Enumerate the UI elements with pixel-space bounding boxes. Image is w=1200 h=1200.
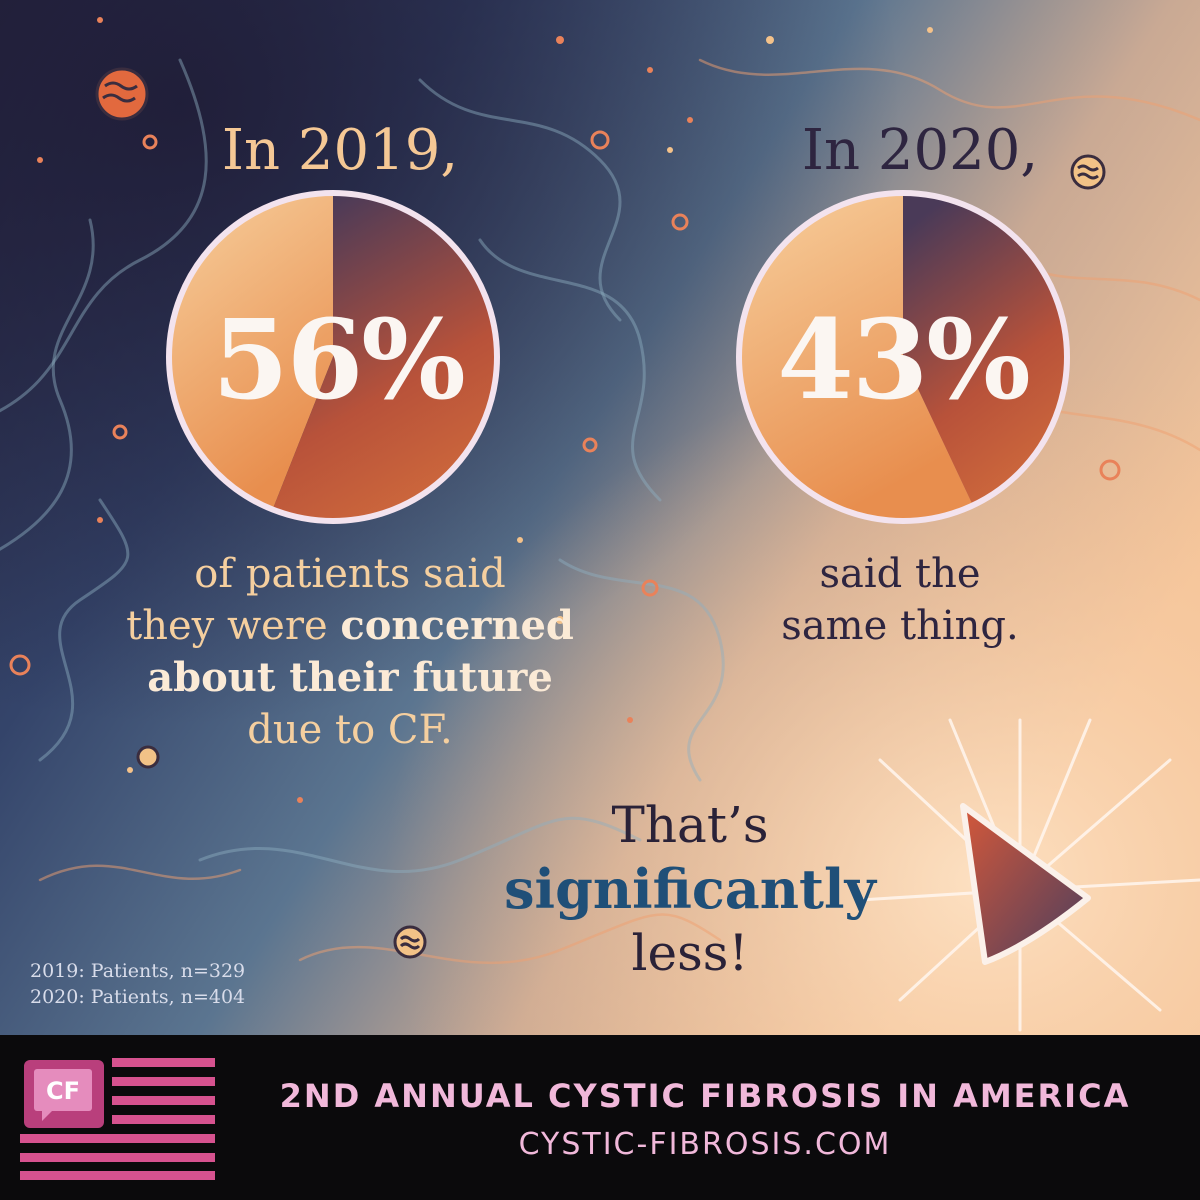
conclusion-line-1: That’s bbox=[611, 796, 769, 854]
background-illustration bbox=[0, 0, 1200, 1035]
cf-logo-text: CF bbox=[45, 1077, 80, 1105]
flag-logo bbox=[20, 1058, 215, 1180]
pie-chart-2020 bbox=[736, 190, 1070, 524]
caption-2020: said the same thing. bbox=[720, 548, 1080, 652]
footer-banner: CF 2ND ANNUAL CYSTIC FIBROSIS IN AMERICA… bbox=[0, 1035, 1200, 1200]
sample-note-2019: 2019: Patients, n=329 bbox=[30, 960, 246, 982]
pie-chart-2019 bbox=[166, 190, 500, 524]
pie-slice-2019-remaining bbox=[169, 193, 333, 510]
footer-url[interactable]: CYSTIC-FIBROSIS.COM bbox=[518, 1127, 892, 1162]
chart-title-2020: In 2020, bbox=[801, 118, 1039, 183]
pie-wedge-decoration bbox=[960, 803, 1091, 965]
caption-2019: of patients said they were concerned abo… bbox=[60, 548, 640, 756]
caption-2020-line: same thing. bbox=[781, 603, 1019, 649]
caption-2019-line: they were concerned bbox=[60, 600, 640, 652]
pie-slice-2020-remaining bbox=[738, 192, 973, 521]
caption-2020-line: said the bbox=[819, 551, 981, 597]
conclusion-text: That’s significantly less! bbox=[430, 793, 950, 985]
pie-slice-2020-concerned bbox=[903, 193, 1067, 506]
conclusion-line-3: less! bbox=[631, 924, 749, 982]
chart-title-2019: In 2019, bbox=[221, 118, 459, 183]
footer-title: 2ND ANNUAL CYSTIC FIBROSIS IN AMERICA bbox=[279, 1077, 1131, 1115]
caption-2019-line: of patients said bbox=[194, 551, 506, 597]
data-label-2020: 43% bbox=[777, 295, 1031, 424]
caption-2019-emphasis: about their future bbox=[147, 654, 553, 701]
sample-size-notes: 2019: Patients, n=329 2020: Patients, n=… bbox=[30, 958, 245, 1010]
pie-slice-2019-concerned bbox=[272, 193, 498, 521]
caption-2019-part: they were bbox=[126, 603, 341, 649]
data-label-2019: 56% bbox=[212, 295, 466, 424]
caption-2019-line: about their future bbox=[60, 652, 640, 704]
caption-2019-line: due to CF. bbox=[247, 707, 453, 753]
sample-note-2020: 2020: Patients, n=404 bbox=[30, 986, 246, 1008]
conclusion-emphasis: significantly bbox=[504, 857, 876, 921]
caption-2019-emphasis: concerned bbox=[340, 602, 574, 649]
